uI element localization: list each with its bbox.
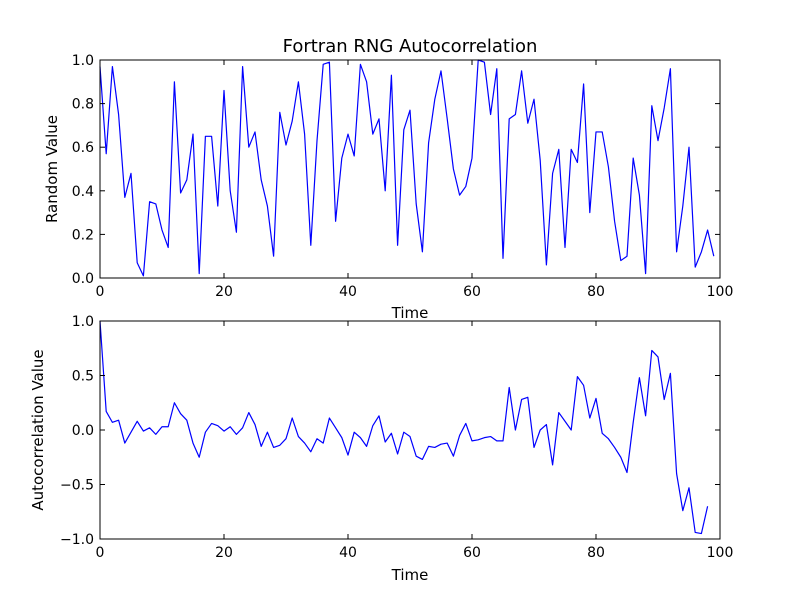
y-tick-label: 0.5	[72, 369, 94, 385]
x-tick-label: 20	[215, 545, 233, 561]
x-tick-label: 20	[215, 284, 233, 300]
x-tick-label: 0	[96, 545, 105, 561]
x-tick-label: 80	[587, 545, 605, 561]
x-tick-label: 60	[463, 284, 481, 300]
y-tick-label: 1.0	[72, 53, 94, 69]
y-tick-label: −0.5	[60, 478, 94, 494]
y-tick-label: 1.0	[72, 314, 94, 330]
y-tick-label: 0.4	[72, 184, 94, 200]
x-axis-label: Time	[391, 304, 429, 322]
y-axis-label: Random Value	[43, 115, 61, 223]
x-tick-label: 100	[707, 284, 734, 300]
y-tick-label: 0.6	[72, 140, 94, 156]
subplot-2: 0 20 40 60 80 100 −1.0 −0.5 0.0 0.5 1.0 Time Autocor…	[29, 314, 733, 584]
chart-title: Fortran RNG Autocorrelation	[283, 36, 538, 57]
y-tick-label: 0.0	[72, 271, 94, 287]
x-axis-label: Time	[391, 566, 429, 584]
y-tick-label: −1.0	[60, 532, 94, 548]
series-line	[99, 59, 715, 277]
subplot-1: 0 20 40 60 80 100 0.0 0.2 0.4 0.6 0.8 1.0 Fortran RN…	[43, 36, 733, 322]
x-tick-label: 40	[339, 284, 357, 300]
x-tick-label: 60	[463, 545, 481, 561]
axes-frame	[99, 59, 721, 279]
y-tick-label: 0.0	[72, 423, 94, 439]
y-tick-label: 0.8	[72, 97, 94, 113]
y-tick-label: 0.2	[72, 227, 94, 243]
x-tick-label: 40	[339, 545, 357, 561]
series-line	[99, 320, 709, 535]
x-tick-label: 100	[707, 545, 734, 561]
x-tick-label: 0	[96, 284, 105, 300]
x-tick-label: 80	[587, 284, 605, 300]
y-axis-label: Autocorrelation Value	[29, 349, 47, 510]
axes-frame	[99, 320, 721, 540]
